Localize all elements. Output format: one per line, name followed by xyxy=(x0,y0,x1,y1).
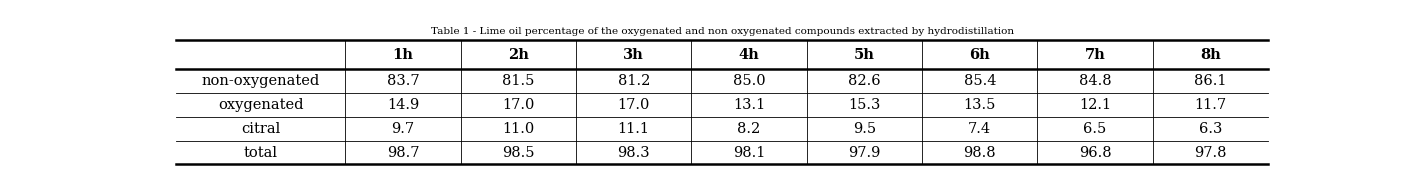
Text: 8.2: 8.2 xyxy=(737,122,761,136)
Text: 81.5: 81.5 xyxy=(502,74,534,88)
Text: 81.2: 81.2 xyxy=(617,74,650,88)
Text: 9.5: 9.5 xyxy=(852,122,876,136)
Text: 14.9: 14.9 xyxy=(387,98,418,112)
Text: 4h: 4h xyxy=(738,48,759,61)
Text: total: total xyxy=(244,146,278,160)
Text: 11.0: 11.0 xyxy=(502,122,534,136)
Text: 9.7: 9.7 xyxy=(392,122,414,136)
Text: 11.7: 11.7 xyxy=(1195,98,1226,112)
Text: 96.8: 96.8 xyxy=(1079,146,1112,160)
Text: 6h: 6h xyxy=(969,48,991,61)
Text: 97.9: 97.9 xyxy=(848,146,881,160)
Text: oxygenated: oxygenated xyxy=(218,98,303,112)
Text: 82.6: 82.6 xyxy=(848,74,881,88)
Text: 98.7: 98.7 xyxy=(387,146,420,160)
Text: 98.1: 98.1 xyxy=(733,146,765,160)
Text: 2h: 2h xyxy=(509,48,528,61)
Text: 98.3: 98.3 xyxy=(617,146,650,160)
Text: non-oxygenated: non-oxygenated xyxy=(201,74,320,88)
Text: 13.5: 13.5 xyxy=(964,98,996,112)
Text: 17.0: 17.0 xyxy=(617,98,650,112)
Text: 98.5: 98.5 xyxy=(502,146,534,160)
Text: Table 1 - Lime oil percentage of the oxygenated and non oxygenated compounds ext: Table 1 - Lime oil percentage of the oxy… xyxy=(431,27,1013,36)
Text: 15.3: 15.3 xyxy=(848,98,881,112)
Text: 85.0: 85.0 xyxy=(733,74,765,88)
Text: 5h: 5h xyxy=(854,48,875,61)
Text: 6.5: 6.5 xyxy=(1084,122,1106,136)
Text: 86.1: 86.1 xyxy=(1195,74,1227,88)
Text: 84.8: 84.8 xyxy=(1079,74,1112,88)
Text: 1h: 1h xyxy=(393,48,413,61)
Text: 12.1: 12.1 xyxy=(1079,98,1112,112)
Text: citral: citral xyxy=(241,122,280,136)
Text: 8h: 8h xyxy=(1200,48,1220,61)
Text: 97.8: 97.8 xyxy=(1195,146,1227,160)
Text: 7h: 7h xyxy=(1085,48,1106,61)
Text: 7.4: 7.4 xyxy=(968,122,992,136)
Text: 17.0: 17.0 xyxy=(502,98,534,112)
Text: 83.7: 83.7 xyxy=(386,74,420,88)
Text: 13.1: 13.1 xyxy=(733,98,765,112)
Text: 11.1: 11.1 xyxy=(617,122,650,136)
Text: 6.3: 6.3 xyxy=(1199,122,1222,136)
Text: 3h: 3h xyxy=(623,48,644,61)
Text: 85.4: 85.4 xyxy=(964,74,996,88)
Text: 98.8: 98.8 xyxy=(964,146,996,160)
